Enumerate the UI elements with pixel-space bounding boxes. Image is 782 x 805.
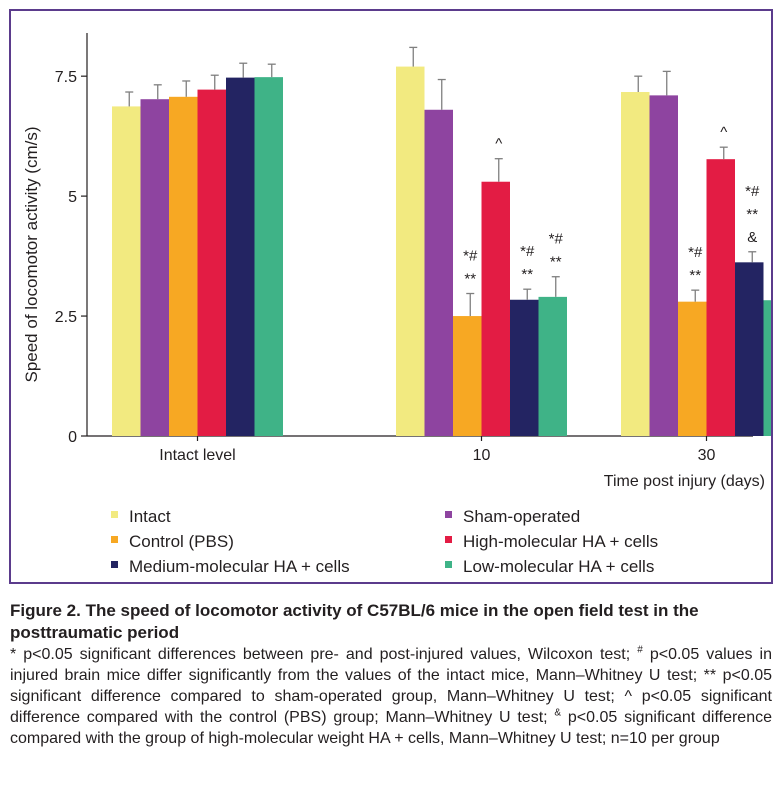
- legend-label: High-molecular HA + cells: [463, 532, 658, 551]
- bar: [197, 89, 226, 436]
- bar: [649, 95, 678, 436]
- bar: [226, 77, 255, 436]
- bar: [254, 77, 283, 436]
- legend-swatch: [111, 536, 118, 543]
- bar: [706, 159, 735, 437]
- legend-label: Sham-operated: [463, 507, 580, 526]
- y-tick-label: 0: [68, 429, 77, 446]
- significance-label: ^: [495, 136, 502, 153]
- x-tick-label: 10: [473, 447, 491, 464]
- bar: [453, 316, 482, 436]
- significance-label: *#: [688, 244, 703, 261]
- significance-label: **: [521, 266, 533, 283]
- y-axis-title: Speed of locomotor activity (cm/s): [22, 126, 41, 382]
- caption-title: Figure 2. The speed of locomotor activit…: [10, 601, 699, 642]
- legend-label: Medium-molecular HA + cells: [129, 557, 350, 576]
- bar: [424, 109, 453, 436]
- x-axis-title: Time post injury (days): [604, 473, 765, 490]
- bar: [510, 299, 539, 436]
- legend-label: Intact: [129, 507, 171, 526]
- bars: *#**^*#***#***#**^*#**&*#**&: [112, 46, 771, 437]
- caption-hash-sup: #: [637, 644, 643, 656]
- legend-swatch: [445, 536, 452, 543]
- bar: [763, 300, 771, 436]
- legend-label: Low-molecular HA + cells: [463, 557, 654, 576]
- legend-swatch: [445, 511, 452, 518]
- bar: [678, 301, 707, 436]
- bar: [735, 262, 764, 436]
- legend-swatch: [445, 561, 452, 568]
- bar: [538, 296, 567, 436]
- significance-label: **: [550, 254, 562, 271]
- significance-label: *#: [520, 243, 535, 260]
- legend: Intact Sham-operated Control (PBS) High-mol…: [111, 507, 658, 576]
- bar: [169, 96, 198, 436]
- bar: [481, 181, 510, 436]
- significance-label: *#: [745, 183, 760, 200]
- significance-label: &: [747, 229, 757, 246]
- legend-swatch: [111, 511, 118, 518]
- y-tick-label: 5: [68, 189, 77, 206]
- bar-chart: 0 2.5 5 7.5 Speed of locomotor activity (cm/…: [22, 33, 771, 576]
- figure-frame: 0 2.5 5 7.5 Speed of locomotor activity (cm/…: [9, 9, 773, 584]
- caption-notes: * p<0.05 significant differences between…: [10, 644, 772, 749]
- significance-label: **: [746, 206, 758, 223]
- legend-label: Control (PBS): [129, 532, 234, 551]
- significance-label: *#: [549, 231, 564, 248]
- bar: [621, 92, 650, 436]
- significance-label: *#: [463, 248, 478, 265]
- axes: 0 2.5 5 7.5 Speed of locomotor activity (cm/…: [22, 33, 765, 490]
- significance-label: ^: [720, 124, 727, 141]
- significance-label: **: [464, 271, 476, 288]
- x-tick-label: 30: [698, 447, 716, 464]
- significance-label: **: [689, 267, 701, 284]
- y-tick-label: 2.5: [55, 309, 77, 326]
- caption-note-1: * p<0.05 significant differences between…: [10, 646, 631, 663]
- figure-caption: Figure 2. The speed of locomotor activit…: [10, 600, 772, 749]
- caption-note-2: p<0.05 values in injured brain mice diff…: [10, 646, 773, 726]
- y-tick-label: 7.5: [55, 69, 77, 86]
- caption-note-3: p<0.05 significant difference compared w…: [10, 709, 773, 747]
- bar: [396, 66, 425, 437]
- bar: [112, 106, 141, 437]
- legend-swatch: [111, 561, 118, 568]
- bar: [140, 99, 169, 436]
- caption-amp-sup: &: [554, 707, 562, 719]
- x-tick-label: Intact level: [159, 447, 235, 464]
